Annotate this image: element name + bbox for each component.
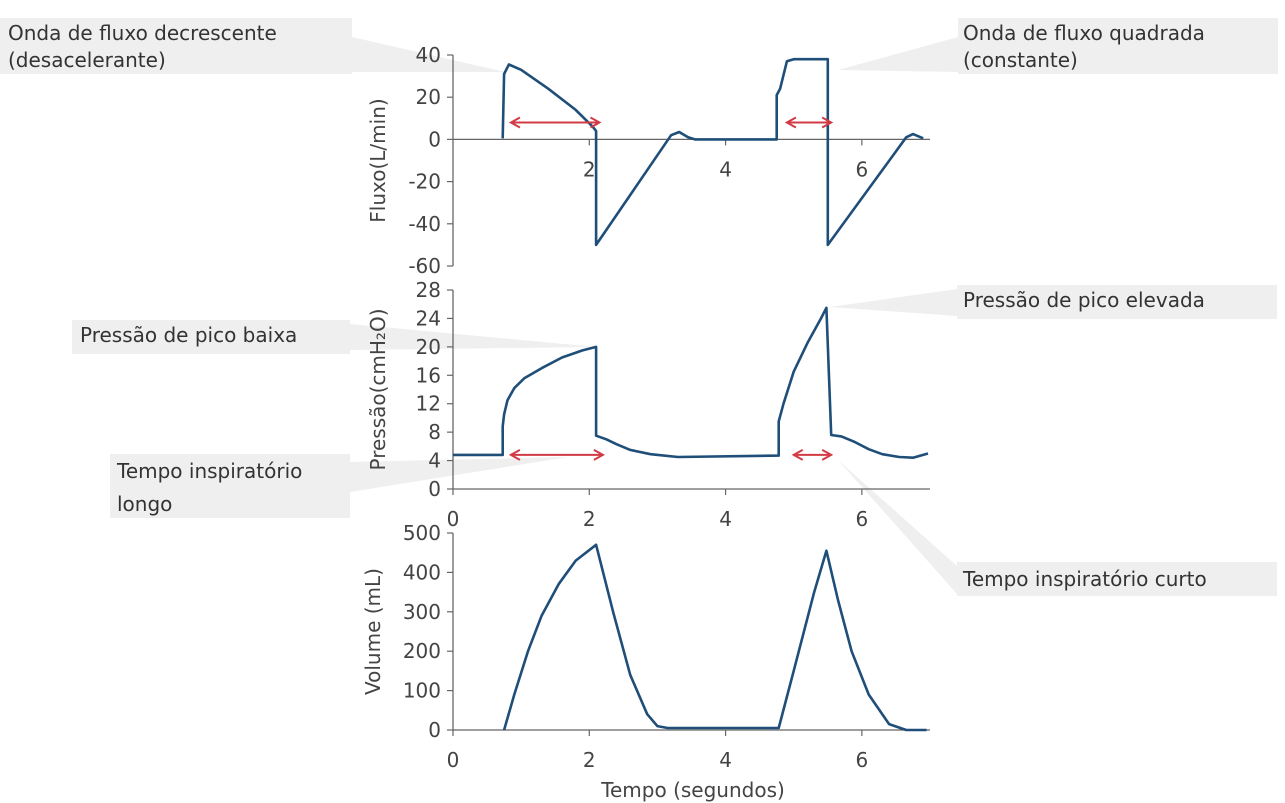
y-tick-label-pressao: 8 [428,420,441,444]
series-line-pressao [453,306,929,460]
callout-box [0,18,352,74]
y-tick-label-pressao: 20 [416,335,441,359]
x-tick-label-volume: 6 [855,748,868,772]
callout-text-line: longo [117,492,172,516]
callout-pointer [838,460,957,594]
y-tick-label-fluxo: -20 [408,170,441,194]
callout-pointer [350,324,596,350]
x-tick-label-pressao: 0 [447,507,460,531]
y-tick-label-fluxo: -60 [408,254,441,278]
y-tick-label-volume: 0 [428,718,441,742]
callout-box [957,562,1277,596]
panel-volume: 500 400 300 200 100 00 2 4 6 Volume (mL) [361,521,930,772]
callout-text-line: Onda de fluxo decrescente [8,21,277,45]
x-tick-label-volume: 2 [583,748,596,772]
y-tick-label-volume: 300 [403,600,441,624]
x-tick-label-fluxo: 4 [719,157,732,181]
callout-box [958,18,1278,74]
y-tick-label-fluxo: -40 [408,212,441,236]
callout-tempo-curto: Tempo inspiratório curto [838,460,1277,596]
callout-text-line: Tempo inspiratório curto [962,567,1207,591]
callout-pointer [350,457,568,492]
y-tick-label-pressao: 16 [416,363,441,387]
callout-text-line: Tempo inspiratório [116,459,302,483]
callout-text-line: Pressão de pico baixa [80,323,297,347]
y-tick-label-pressao: 0 [428,477,441,501]
callout-quadrada: Onda de fluxo quadrada (constante) [838,18,1278,74]
x-tick-label-fluxo: 2 [583,157,596,181]
series-line-fluxo [501,57,924,247]
callout-pico-baixa: Pressão de pico baixa [72,320,596,354]
callout-pointer [838,37,958,72]
x-axis-title: Tempo (segundos) [600,778,785,802]
callout-layer: Onda de fluxo decrescente (desacelerante)… [0,18,1278,596]
callout-decrescente: Onda de fluxo decrescente (desacelerante) [0,18,505,74]
callout-box [110,454,350,518]
callout-text-line: Onda de fluxo quadrada [963,21,1205,45]
x-tick-label-pressao: 4 [719,507,732,531]
callout-pico-elevada: Pressão de pico elevada [830,285,1277,319]
x-tick-label-pressao: 2 [583,507,596,531]
callout-tempo-longo: Tempo inspiratório longo [110,454,568,518]
x-tick-label-volume: 0 [447,748,460,772]
callout-text-line: (constante) [963,48,1078,72]
y-axis-title-fluxo: Fluxo(L/min) [366,98,390,222]
y-tick-label-volume: 500 [403,521,441,545]
y-axis-title-volume: Volume (mL) [361,568,385,695]
callout-text-line: (desacelerante) [8,48,166,72]
callout-text-line: Pressão de pico elevada [963,288,1205,312]
y-tick-label-volume: 200 [403,639,441,663]
callout-box [72,320,350,354]
callout-pointer [352,37,505,72]
callout-pointer [830,289,957,316]
x-tick-label-volume: 4 [719,748,732,772]
y-tick-label-volume: 400 [403,560,441,584]
y-tick-label-pressao: 12 [416,392,441,416]
panel-fluxo: 40 20 0 -20 -40 -60 2 4 6 Fluxo(L/min) [366,43,930,278]
y-axis-title-pressao: Pressão(cmH₂O) [366,308,390,470]
y-tick-label-fluxo: 0 [428,127,441,151]
y-tick-label-fluxo: 20 [416,85,441,109]
y-tick-label-pressao: 28 [416,278,441,302]
x-tick-label-pressao: 6 [855,507,868,531]
callout-box [957,285,1277,319]
series-line-volume [502,543,927,732]
y-tick-label-pressao: 24 [416,306,441,330]
y-tick-label-fluxo: 40 [416,43,441,67]
x-tick-label-fluxo: 6 [855,157,868,181]
y-tick-label-pressao: 4 [428,449,441,473]
y-tick-label-volume: 100 [403,679,441,703]
